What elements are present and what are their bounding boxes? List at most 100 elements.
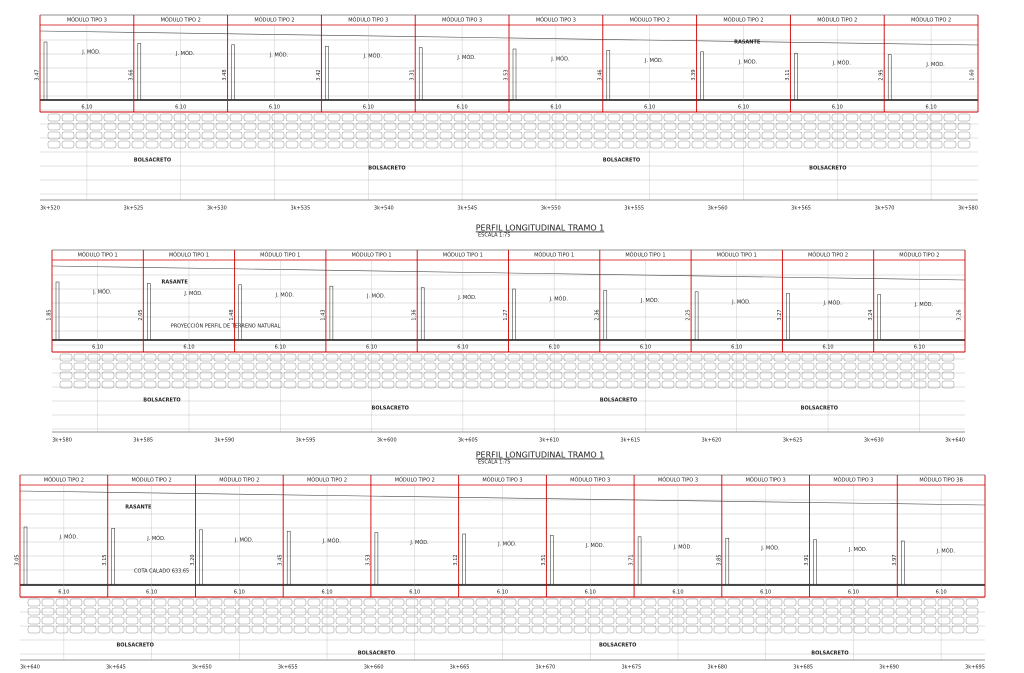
dim-label: 6.10 [183, 345, 194, 351]
bolsacreto [167, 616, 181, 625]
bolsacreto [237, 607, 251, 616]
bolsacreto [593, 140, 607, 149]
bolsacreto [657, 616, 671, 625]
bolsacreto [619, 362, 633, 371]
bolsacreto [367, 362, 381, 371]
jmod-label: J. MÓD. [585, 542, 605, 549]
bolsacreto [675, 380, 689, 389]
dim-label: 6.10 [731, 345, 742, 351]
bolsacreto [69, 625, 83, 634]
bolsacreto [797, 598, 811, 607]
bolsacreto-label: BOLSACRETO [368, 166, 405, 172]
bolsacreto [195, 598, 209, 607]
bolsacreto [293, 607, 307, 616]
bolsacreto [661, 380, 675, 389]
bolsacreto [747, 122, 761, 131]
bolsacreto [89, 122, 103, 131]
bolsacreto [545, 607, 559, 616]
bolsacreto [845, 140, 859, 149]
bolsacreto [731, 380, 745, 389]
bolsacreto [223, 625, 237, 634]
bolsacreto [843, 371, 857, 380]
bolsacreto [311, 353, 325, 362]
station-label: 3k+595 [296, 438, 316, 444]
bolsacreto [87, 371, 101, 380]
bolsacreto [881, 598, 895, 607]
dim-label: 6.10 [822, 345, 833, 351]
bolsacreto [789, 131, 803, 140]
bolsacreto [187, 131, 201, 140]
bolsacreto [895, 625, 909, 634]
bolsacreto [111, 616, 125, 625]
jmod-label: J. MÓD. [925, 61, 945, 68]
bolsacreto [601, 598, 615, 607]
bolsacreto [89, 131, 103, 140]
bolsacreto [269, 371, 283, 380]
bolsacreto [97, 607, 111, 616]
bolsacreto [509, 122, 523, 131]
bolsacreto [111, 598, 125, 607]
bolsacreto [909, 598, 923, 607]
bolsacreto [909, 616, 923, 625]
bolsacreto [853, 625, 867, 634]
wall [694, 291, 699, 341]
bolsacreto [755, 607, 769, 616]
wall [786, 292, 790, 341]
module-label: MÓDULO TIPO 3 [442, 17, 482, 24]
bolsacreto [537, 113, 551, 122]
bolsacreto [605, 353, 619, 362]
bolsacreto [195, 607, 209, 616]
station-label: 3k+605 [458, 438, 478, 444]
bolsacreto [633, 362, 647, 371]
bolsacreto [629, 607, 643, 616]
module-label: MÓDULO TIPO 3 [482, 477, 522, 484]
jmod-label: J. MÓD. [146, 535, 166, 542]
bolsacreto [901, 131, 915, 140]
bolsacreto [377, 607, 391, 616]
bolsacreto [913, 353, 927, 362]
bolsacreto [685, 607, 699, 616]
bolsacreto [853, 616, 867, 625]
bolsacreto [885, 371, 899, 380]
bolsacreto [479, 362, 493, 371]
bolsacreto [89, 140, 103, 149]
bolsacreto [859, 122, 873, 131]
bolsacreto [117, 131, 131, 140]
bolsacreto [881, 625, 895, 634]
wall [512, 288, 516, 341]
bolsacreto [47, 113, 61, 122]
bolsacreto [129, 362, 143, 371]
module-label: MÓDULO TIPO 3 [658, 477, 698, 484]
module-label: MÓDULO TIPO 3B [919, 477, 963, 484]
bolsacreto [927, 380, 941, 389]
bolsacreto [699, 598, 713, 607]
bolsacreto [775, 122, 789, 131]
station-label: 3k+690 [879, 665, 899, 671]
bolsacreto [811, 625, 825, 634]
jmod-label: J. MÓD. [322, 538, 342, 545]
bolsacreto-label: BOLSACRETO [599, 643, 636, 649]
bolsacreto [549, 371, 563, 380]
bolsacreto [663, 122, 677, 131]
bolsacreto [857, 380, 871, 389]
bolsacreto [115, 380, 129, 389]
bolsacreto [717, 371, 731, 380]
bolsacreto [593, 131, 607, 140]
bolsacreto [965, 625, 979, 634]
bolsacreto [479, 380, 493, 389]
bolsacreto [339, 371, 353, 380]
bolsacreto [759, 362, 773, 371]
bolsacreto [341, 122, 355, 131]
bolsacreto [59, 362, 73, 371]
bolsacreto [927, 362, 941, 371]
bolsacreto [209, 598, 223, 607]
bolsacreto [535, 380, 549, 389]
bolsacreto [61, 131, 75, 140]
bolsacreto [859, 131, 873, 140]
bolsacreto [769, 607, 783, 616]
height-label: 3.53 [504, 69, 510, 80]
bolsacreto [349, 598, 363, 607]
bolsacreto [215, 122, 229, 131]
bolsacreto [727, 616, 741, 625]
bolsacreto [787, 380, 801, 389]
